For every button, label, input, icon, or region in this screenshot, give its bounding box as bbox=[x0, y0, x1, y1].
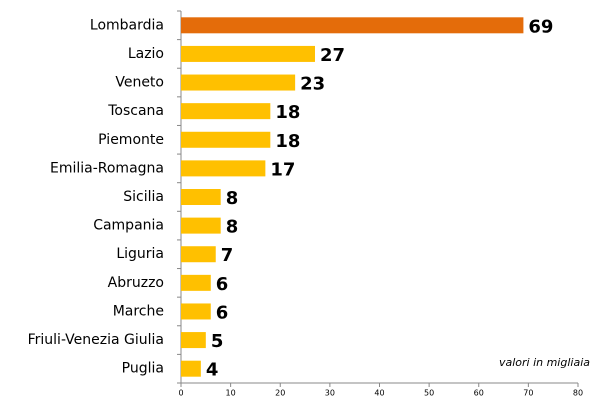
bar bbox=[181, 160, 266, 177]
value-label: 18 bbox=[275, 131, 300, 152]
x-tick-label: 40 bbox=[374, 389, 384, 398]
value-label: 27 bbox=[320, 45, 345, 66]
value-label: 8 bbox=[226, 217, 239, 238]
x-tick-label: 10 bbox=[226, 389, 236, 398]
bar bbox=[181, 303, 211, 320]
value-label: 7 bbox=[221, 245, 234, 266]
y-tick-label: Campania bbox=[93, 218, 164, 234]
bar bbox=[181, 360, 201, 377]
x-tick-label: 30 bbox=[325, 389, 335, 398]
value-label: 4 bbox=[206, 360, 219, 381]
value-label: 5 bbox=[211, 331, 224, 352]
x-tick-label: 20 bbox=[275, 389, 285, 398]
y-tick-label: Liguria bbox=[116, 246, 164, 262]
value-label: 17 bbox=[270, 159, 295, 180]
y-tick-label: Marche bbox=[113, 303, 164, 319]
bar bbox=[181, 74, 296, 91]
bar bbox=[181, 103, 271, 120]
bar bbox=[181, 246, 216, 263]
bar bbox=[181, 274, 211, 291]
value-label: 6 bbox=[216, 274, 229, 295]
y-tick-label: Lazio bbox=[128, 46, 164, 62]
value-label: 18 bbox=[275, 102, 300, 123]
value-label: 8 bbox=[226, 188, 239, 209]
x-tick-label: 80 bbox=[573, 389, 583, 398]
value-label: 23 bbox=[300, 74, 325, 95]
y-tick-label: Toscana bbox=[107, 103, 164, 119]
value-label: 6 bbox=[216, 302, 229, 323]
x-tick-label: 50 bbox=[424, 389, 434, 398]
y-tick-label: Sicilia bbox=[123, 189, 164, 205]
bar bbox=[181, 17, 524, 34]
y-tick-label: Lombardia bbox=[90, 17, 164, 33]
annotation: valori in migliaia bbox=[499, 356, 590, 369]
y-tick-label: Friuli-Venezia Giulia bbox=[28, 332, 164, 348]
x-tick-label: 70 bbox=[523, 389, 533, 398]
y-tick-label: Emilia-Romagna bbox=[50, 160, 164, 176]
bar bbox=[181, 45, 315, 62]
bar bbox=[181, 332, 206, 349]
value-label: 69 bbox=[528, 16, 553, 37]
bar bbox=[181, 189, 221, 205]
y-tick-label: Piemonte bbox=[98, 132, 164, 148]
bar bbox=[181, 131, 271, 148]
y-tick-label: Veneto bbox=[115, 75, 164, 91]
bar bbox=[181, 217, 221, 234]
x-tick-label: 0 bbox=[178, 389, 183, 398]
y-tick-label: Abruzzo bbox=[108, 275, 164, 291]
x-tick-label: 60 bbox=[474, 389, 484, 398]
y-tick-label: Puglia bbox=[122, 361, 164, 377]
